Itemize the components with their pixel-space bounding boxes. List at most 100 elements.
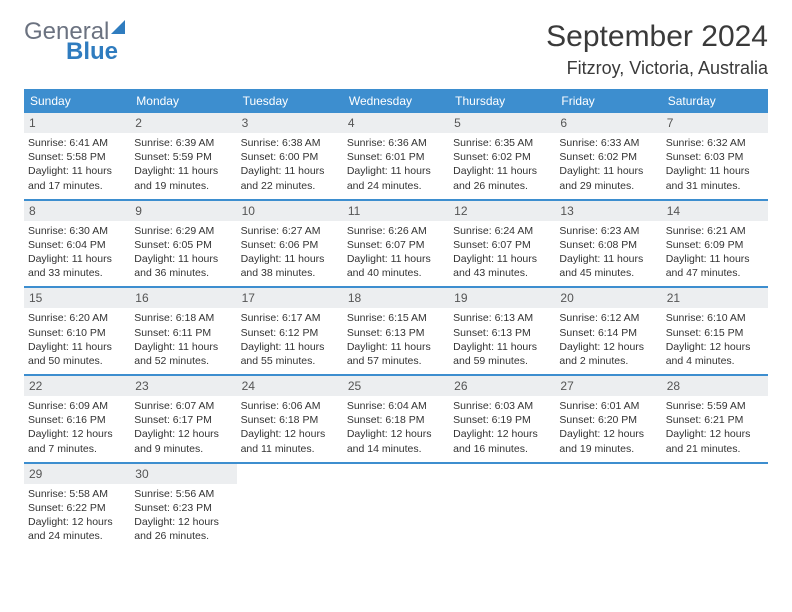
day-info-line: Sunrise: 6:10 AM	[666, 311, 764, 325]
day-info-line: Daylight: 11 hours	[28, 340, 126, 354]
day-cell: 19Sunrise: 6:13 AMSunset: 6:13 PMDayligh…	[449, 288, 555, 374]
day-info-line: and 47 minutes.	[666, 266, 764, 280]
day-info-line: Sunrise: 6:04 AM	[347, 399, 445, 413]
day-cell: 2Sunrise: 6:39 AMSunset: 5:59 PMDaylight…	[130, 113, 236, 199]
day-info: Sunrise: 6:33 AMSunset: 6:02 PMDaylight:…	[559, 136, 657, 193]
day-number: 17	[237, 288, 343, 308]
day-info-line: Sunrise: 6:09 AM	[28, 399, 126, 413]
day-info-line: Sunrise: 6:07 AM	[134, 399, 232, 413]
day-number: 13	[555, 201, 661, 221]
day-info: Sunrise: 6:29 AMSunset: 6:05 PMDaylight:…	[134, 224, 232, 281]
day-info-line: and 45 minutes.	[559, 266, 657, 280]
day-info-line: and 29 minutes.	[559, 179, 657, 193]
day-info-line: Sunset: 6:04 PM	[28, 238, 126, 252]
day-info-line: and 52 minutes.	[134, 354, 232, 368]
day-info-line: Sunset: 6:13 PM	[453, 326, 551, 340]
day-number: 28	[662, 376, 768, 396]
day-info-line: Sunset: 6:16 PM	[28, 413, 126, 427]
day-info-line: Sunset: 6:18 PM	[347, 413, 445, 427]
day-info-line: Daylight: 11 hours	[453, 252, 551, 266]
day-info-line: Sunrise: 6:26 AM	[347, 224, 445, 238]
dow-cell: Friday	[555, 89, 661, 113]
month-title: September 2024	[546, 20, 768, 54]
day-info-line: Sunrise: 6:33 AM	[559, 136, 657, 150]
day-info-line: Sunrise: 6:30 AM	[28, 224, 126, 238]
day-cell: 24Sunrise: 6:06 AMSunset: 6:18 PMDayligh…	[237, 376, 343, 462]
dow-cell: Sunday	[24, 89, 130, 113]
day-info-line: Sunset: 6:23 PM	[134, 501, 232, 515]
day-info: Sunrise: 6:06 AMSunset: 6:18 PMDaylight:…	[241, 399, 339, 456]
day-info: Sunrise: 6:23 AMSunset: 6:08 PMDaylight:…	[559, 224, 657, 281]
week-row: 15Sunrise: 6:20 AMSunset: 6:10 PMDayligh…	[24, 288, 768, 376]
day-info-line: Daylight: 11 hours	[241, 340, 339, 354]
day-info-line: Sunset: 6:07 PM	[453, 238, 551, 252]
day-info-line: Sunrise: 6:17 AM	[241, 311, 339, 325]
day-info: Sunrise: 6:03 AMSunset: 6:19 PMDaylight:…	[453, 399, 551, 456]
day-info: Sunrise: 6:13 AMSunset: 6:13 PMDaylight:…	[453, 311, 551, 368]
day-info-line: Daylight: 11 hours	[347, 340, 445, 354]
day-info-line: Sunset: 6:05 PM	[134, 238, 232, 252]
day-cell: 30Sunrise: 5:56 AMSunset: 6:23 PMDayligh…	[130, 464, 236, 550]
day-info: Sunrise: 6:36 AMSunset: 6:01 PMDaylight:…	[347, 136, 445, 193]
day-cell: 1Sunrise: 6:41 AMSunset: 5:58 PMDaylight…	[24, 113, 130, 199]
day-info-line: Sunrise: 6:13 AM	[453, 311, 551, 325]
day-info-line: Sunset: 6:22 PM	[28, 501, 126, 515]
day-info-line: Sunrise: 6:38 AM	[241, 136, 339, 150]
day-info-line: and 11 minutes.	[241, 442, 339, 456]
day-info-line: Daylight: 11 hours	[666, 252, 764, 266]
day-number: 10	[237, 201, 343, 221]
day-cell: 7Sunrise: 6:32 AMSunset: 6:03 PMDaylight…	[662, 113, 768, 199]
day-cell: 16Sunrise: 6:18 AMSunset: 6:11 PMDayligh…	[130, 288, 236, 374]
day-info-line: Sunset: 6:06 PM	[241, 238, 339, 252]
day-info-line: Daylight: 12 hours	[559, 427, 657, 441]
day-info-line: Daylight: 12 hours	[241, 427, 339, 441]
day-cell	[237, 464, 343, 550]
day-info-line: and 19 minutes.	[559, 442, 657, 456]
logo-word2: Blue	[66, 40, 125, 64]
day-cell: 12Sunrise: 6:24 AMSunset: 6:07 PMDayligh…	[449, 201, 555, 287]
day-info-line: Sunrise: 5:56 AM	[134, 487, 232, 501]
day-cell	[449, 464, 555, 550]
day-cell: 25Sunrise: 6:04 AMSunset: 6:18 PMDayligh…	[343, 376, 449, 462]
day-info-line: and 7 minutes.	[28, 442, 126, 456]
day-info-line: Sunset: 5:59 PM	[134, 150, 232, 164]
day-info-line: Sunset: 6:12 PM	[241, 326, 339, 340]
day-info-line: Sunset: 6:14 PM	[559, 326, 657, 340]
day-info-line: Daylight: 11 hours	[347, 252, 445, 266]
day-info-line: Daylight: 12 hours	[28, 515, 126, 529]
day-info-line: and 17 minutes.	[28, 179, 126, 193]
day-info-line: Sunset: 6:15 PM	[666, 326, 764, 340]
day-info-line: Sunset: 6:13 PM	[347, 326, 445, 340]
day-cell: 22Sunrise: 6:09 AMSunset: 6:16 PMDayligh…	[24, 376, 130, 462]
day-number: 14	[662, 201, 768, 221]
day-info-line: and 26 minutes.	[453, 179, 551, 193]
day-cell: 23Sunrise: 6:07 AMSunset: 6:17 PMDayligh…	[130, 376, 236, 462]
day-info-line: and 4 minutes.	[666, 354, 764, 368]
day-cell: 13 Sunrise: 6:23 AMSunset: 6:08 PMDayligh…	[555, 201, 661, 287]
day-info-line: Sunrise: 5:58 AM	[28, 487, 126, 501]
day-info-line: Sunset: 6:01 PM	[347, 150, 445, 164]
day-info-line: Daylight: 11 hours	[559, 252, 657, 266]
day-info: Sunrise: 6:17 AMSunset: 6:12 PMDaylight:…	[241, 311, 339, 368]
day-info: Sunrise: 6:35 AMSunset: 6:02 PMDaylight:…	[453, 136, 551, 193]
day-cell: 27Sunrise: 6:01 AMSunset: 6:20 PMDayligh…	[555, 376, 661, 462]
day-number: 21	[662, 288, 768, 308]
calendar: SundayMondayTuesdayWednesdayThursdayFrid…	[24, 89, 768, 549]
day-cell	[555, 464, 661, 550]
day-number: 12	[449, 201, 555, 221]
day-info-line: Sunrise: 6:01 AM	[559, 399, 657, 413]
day-info-line: Sunset: 6:08 PM	[559, 238, 657, 252]
title-block: September 2024 Fitzroy, Victoria, Austra…	[546, 20, 768, 79]
week-row: 29Sunrise: 5:58 AMSunset: 6:22 PMDayligh…	[24, 464, 768, 550]
day-info-line: Sunrise: 6:20 AM	[28, 311, 126, 325]
day-info: Sunrise: 6:38 AMSunset: 6:00 PMDaylight:…	[241, 136, 339, 193]
day-info-line: and 24 minutes.	[347, 179, 445, 193]
day-cell: 17 Sunrise: 6:17 AMSunset: 6:12 PMDayligh…	[237, 288, 343, 374]
day-cell: 21 Sunrise: 6:10 AMSunset: 6:15 PMDayligh…	[662, 288, 768, 374]
day-cell: 18Sunrise: 6:15 AMSunset: 6:13 PMDayligh…	[343, 288, 449, 374]
day-info: Sunrise: 6:10 AMSunset: 6:15 PMDaylight:…	[666, 311, 764, 368]
day-info-line: and 59 minutes.	[453, 354, 551, 368]
day-info-line: Sunrise: 6:39 AM	[134, 136, 232, 150]
day-info: Sunrise: 6:26 AMSunset: 6:07 PMDaylight:…	[347, 224, 445, 281]
day-number: 8	[24, 201, 130, 221]
